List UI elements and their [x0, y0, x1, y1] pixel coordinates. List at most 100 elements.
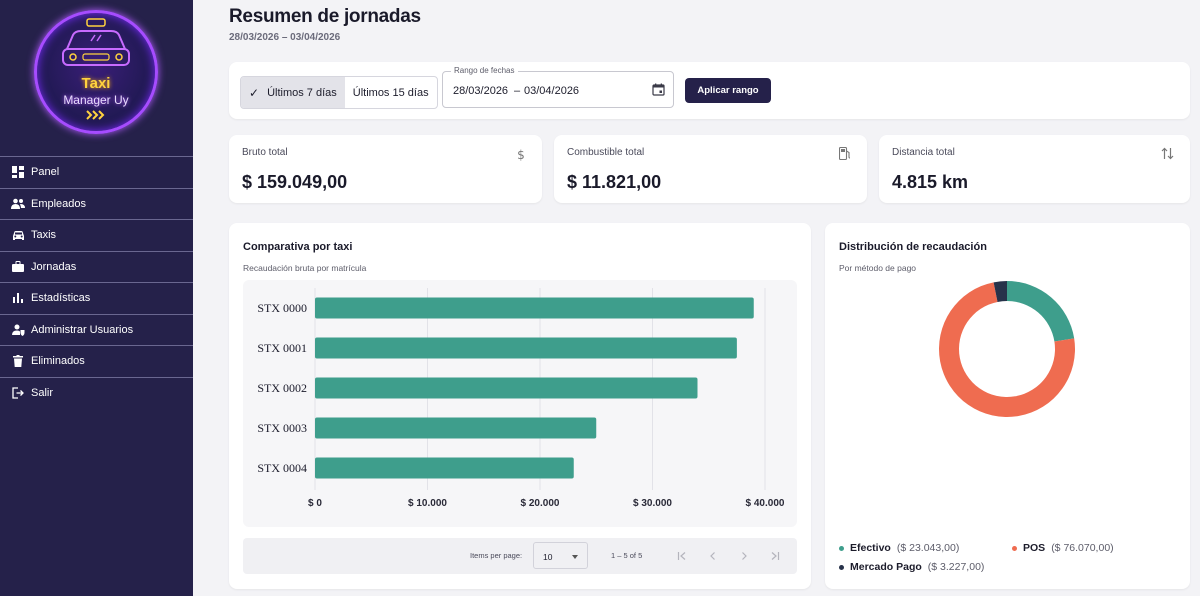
page-title: Resumen de jornadas	[229, 6, 421, 27]
toggle-last-7-days[interactable]: ✓ Últimos 7 días	[241, 77, 345, 108]
legend-value: ($ 23.043,00)	[896, 542, 960, 554]
apply-range-button[interactable]: Aplicar rango	[685, 78, 771, 103]
donut-chart-card: Distribución de recaudación Por método d…	[825, 223, 1190, 589]
briefcase-icon	[11, 260, 25, 274]
chart-subtitle: Por método de pago	[839, 263, 917, 273]
logout-icon	[11, 386, 25, 400]
bar[interactable]	[315, 337, 737, 359]
kpi-card-fuel: Combustible total $ 11.821,00	[554, 135, 867, 203]
people-icon	[11, 197, 25, 211]
bar[interactable]	[315, 297, 754, 319]
y-tick-label: STX 0000	[257, 301, 307, 315]
toggle-label: Últimos 7 días	[267, 86, 337, 99]
sidebar-item-label: Eliminados	[31, 355, 85, 368]
sidebar-item-taxis[interactable]: Taxis	[0, 219, 193, 251]
sidebar-item-panel[interactable]: Panel	[0, 156, 193, 188]
previous-page-icon[interactable]	[706, 549, 720, 563]
chart-title: Distribución de recaudación	[839, 241, 987, 253]
x-tick-label: $ 20.000	[521, 498, 560, 509]
check-icon: ✓	[249, 85, 260, 100]
chart-subtitle: Recaudación bruta por matrícula	[243, 263, 367, 273]
caret-down-icon	[572, 555, 578, 559]
first-page-icon[interactable]	[675, 549, 689, 563]
paginator: Items per page: 10 1 – 5 of 5	[243, 538, 797, 574]
x-tick-label: $ 40.000	[746, 498, 785, 509]
bar[interactable]	[315, 417, 597, 439]
dollar-icon: $	[516, 147, 526, 166]
kpi-card-distance: Distancia total 4.815 km	[879, 135, 1190, 203]
sidebar-item-jornadas[interactable]: Jornadas	[0, 250, 193, 283]
donut-slice[interactable]	[1007, 281, 1075, 342]
legend-swatch	[839, 564, 844, 570]
legend-value: ($ 76.070,00)	[1051, 542, 1114, 554]
sidebar-item-eliminados[interactable]: Eliminados	[0, 345, 193, 377]
sidebar-nav: Panel Empleados Taxis Jornadas Estadísti…	[0, 156, 193, 408]
x-tick-label: $ 0	[308, 498, 322, 509]
page-date-range: 28/03/2026 – 03/04/2026	[229, 32, 341, 43]
bar-chart-card: Comparativa por taxi Recaudación bruta p…	[229, 223, 811, 589]
bar-chart-svg: $ 0 $ 10.000 $ 20.000 $ 30.000 $ 40.000 STX 0…	[257, 288, 785, 509]
x-tick-label: $ 10.000	[408, 498, 447, 509]
sidebar-item-label: Empleados	[31, 197, 87, 210]
user-shield-icon	[11, 323, 25, 337]
kpi-value: 4.815 km	[892, 172, 969, 192]
sidebar-item-label: Jornadas	[31, 260, 77, 273]
date-range-label: Rango de fechas	[451, 66, 518, 75]
bar[interactable]	[315, 457, 574, 479]
sidebar: Taxi Manager Uy Panel Empleados Taxis	[0, 0, 193, 596]
range-separator: –	[514, 85, 521, 97]
y-tick-label: STX 0003	[257, 421, 307, 435]
toggle-last-15-days[interactable]: Últimos 15 días	[345, 77, 437, 108]
app-logo: Taxi Manager Uy	[34, 10, 158, 134]
y-tick-label: STX 0002	[257, 381, 307, 395]
sidebar-item-label: Panel	[31, 166, 60, 179]
page-size-value: 10	[543, 552, 553, 562]
calendar-icon[interactable]	[652, 83, 665, 101]
y-tick-label: STX 0001	[257, 341, 307, 355]
kpi-label: Bruto total	[242, 147, 288, 158]
next-page-icon[interactable]	[737, 549, 751, 563]
legend-swatch	[839, 545, 844, 551]
sidebar-item-empleados[interactable]: Empleados	[0, 187, 193, 220]
dashboard-icon	[11, 165, 25, 179]
kpi-label: Combustible total	[567, 147, 645, 158]
page-range-label: 1 – 5 of 5	[611, 551, 643, 560]
page-size-select[interactable]: 10	[533, 542, 588, 569]
bar-chart-icon	[11, 291, 25, 305]
sidebar-item-label: Administrar Usuarios	[31, 323, 134, 336]
range-end-input[interactable]: 03/04/2026	[524, 85, 580, 97]
chart-title: Comparativa por taxi	[243, 241, 353, 253]
items-per-page-label: Items per page:	[470, 551, 523, 560]
donut-slice[interactable]	[993, 281, 1007, 302]
bar[interactable]	[315, 377, 698, 399]
sidebar-item-label: Salir	[31, 386, 54, 399]
kpi-value: $ 11.821,00	[567, 172, 662, 192]
legend-name: Mercado Pago	[850, 561, 922, 573]
legend-item-mercado-pago[interactable]: Mercado Pago ($ 3.227,00)	[839, 561, 984, 573]
taxi-logo-graphic	[62, 18, 130, 120]
donut-slice[interactable]	[939, 282, 1075, 417]
range-toggle-group: ✓ Últimos 7 días Últimos 15 días	[240, 76, 438, 109]
y-tick-label: STX 0004	[257, 461, 307, 475]
sidebar-item-label: Taxis	[31, 229, 57, 242]
legend-item-efectivo[interactable]: Efectivo ($ 23.043,00)	[839, 542, 959, 554]
legend-swatch	[1012, 545, 1017, 551]
legend-value: ($ 3.227,00)	[927, 561, 985, 573]
logo-text-manager: Manager Uy	[63, 93, 129, 107]
kpi-value: $ 159.049,00	[242, 172, 348, 192]
sidebar-item-administrar-usuarios[interactable]: Administrar Usuarios	[0, 313, 193, 346]
legend-item-pos[interactable]: POS ($ 76.070,00)	[1012, 542, 1114, 554]
sidebar-item-salir[interactable]: Salir	[0, 376, 193, 409]
date-range-field[interactable]: Rango de fechas 28/03/2026 – 03/04/2026	[442, 66, 674, 108]
bar-chart: $ 0 $ 10.000 $ 20.000 $ 30.000 $ 40.000 STX 0…	[243, 280, 797, 527]
svg-text:$: $	[517, 148, 525, 161]
range-start-input[interactable]: 28/03/2026	[453, 85, 509, 97]
filter-card: ✓ Últimos 7 días Últimos 15 días Rango d…	[229, 62, 1190, 119]
car-icon	[11, 228, 25, 242]
sidebar-item-estadisticas[interactable]: Estadísticas	[0, 282, 193, 314]
last-page-icon[interactable]	[768, 549, 782, 563]
toggle-label: Últimos 15 días	[352, 86, 429, 99]
sidebar-item-label: Estadísticas	[31, 292, 91, 305]
kpi-label: Distancia total	[892, 147, 955, 158]
logo-text-taxi: Taxi	[81, 75, 111, 92]
